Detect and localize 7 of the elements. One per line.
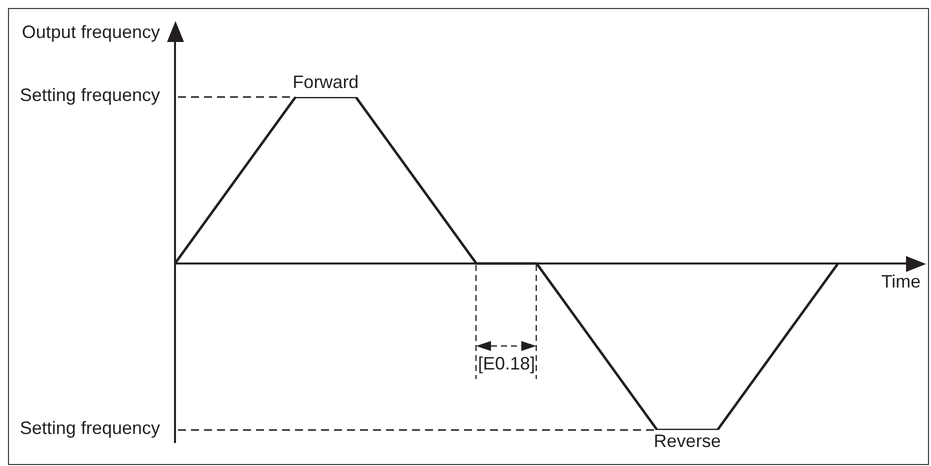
ref-line-label: Setting frequency <box>20 84 160 105</box>
y-axis-title: Output frequency <box>22 22 160 42</box>
annotation: Reverse <box>654 430 721 451</box>
x-axis-title: Time <box>881 271 921 292</box>
annotation: [E0.18] <box>478 353 536 374</box>
ref-line-label: Setting frequency <box>20 418 160 438</box>
annotation: Forward <box>292 72 359 92</box>
